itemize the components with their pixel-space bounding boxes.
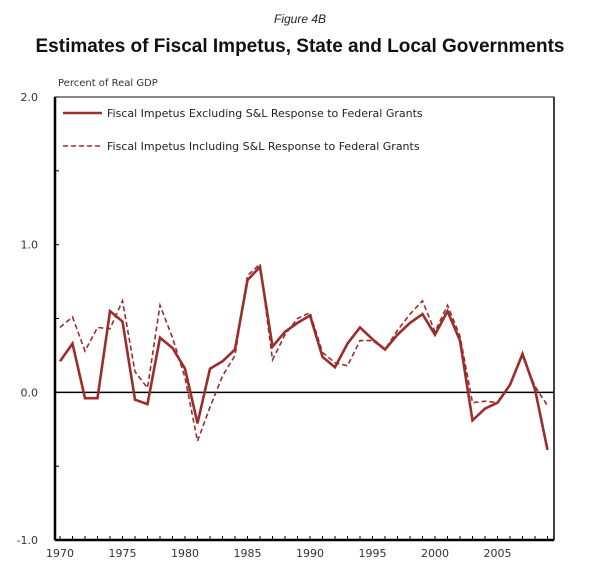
x-tick-labels: 1970 1975 1980 1985 1990 1995 2000 2005 — [46, 547, 512, 560]
chart-title: Estimates of Fiscal Impetus, State and L… — [35, 36, 565, 57]
x-tick-label: 1990 — [296, 547, 324, 560]
y-tick-label: 1.0 — [21, 239, 39, 252]
series-line-including — [59, 262, 549, 445]
x-tick-label: 1995 — [359, 547, 387, 560]
series-line-excluding — [58, 263, 549, 451]
legend-label-excluding: Fiscal Impetus Excluding S&L Response to… — [107, 107, 423, 120]
figure-label: Figure 4B — [273, 12, 327, 26]
x-tick-label: 1970 — [46, 547, 74, 560]
legend: Fiscal Impetus Excluding S&L Response to… — [63, 107, 423, 153]
x-tick-label: 1980 — [171, 547, 199, 560]
legend-label-including: Fiscal Impetus Including S&L Response to… — [107, 140, 420, 153]
x-tick-label: 2005 — [484, 547, 512, 560]
y-axis-label: Percent of Real GDP — [58, 78, 158, 89]
y-tick-label: -1.0 — [17, 534, 38, 547]
series-group — [58, 262, 549, 451]
y-tick-label: 2.0 — [21, 91, 39, 104]
x-tick-label: 2000 — [421, 547, 449, 560]
x-tick-label: 1975 — [109, 547, 137, 560]
y-tick-label: 0.0 — [21, 386, 39, 399]
x-tick-label: 1985 — [234, 547, 262, 560]
y-tick-labels: 2.0 1.0 0.0 -1.0 — [17, 91, 38, 547]
axis-ticks — [55, 96, 548, 541]
